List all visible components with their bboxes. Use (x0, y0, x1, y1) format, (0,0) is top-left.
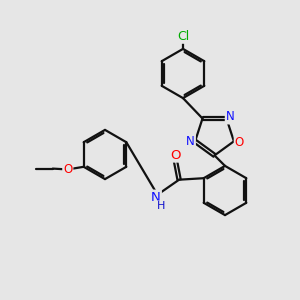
Text: O: O (63, 163, 72, 176)
Text: O: O (235, 136, 244, 149)
Text: Cl: Cl (177, 30, 189, 43)
Text: N: N (186, 135, 195, 148)
Text: H: H (157, 201, 165, 211)
Text: O: O (170, 148, 181, 162)
Text: N: N (151, 190, 161, 204)
Text: N: N (226, 110, 235, 124)
